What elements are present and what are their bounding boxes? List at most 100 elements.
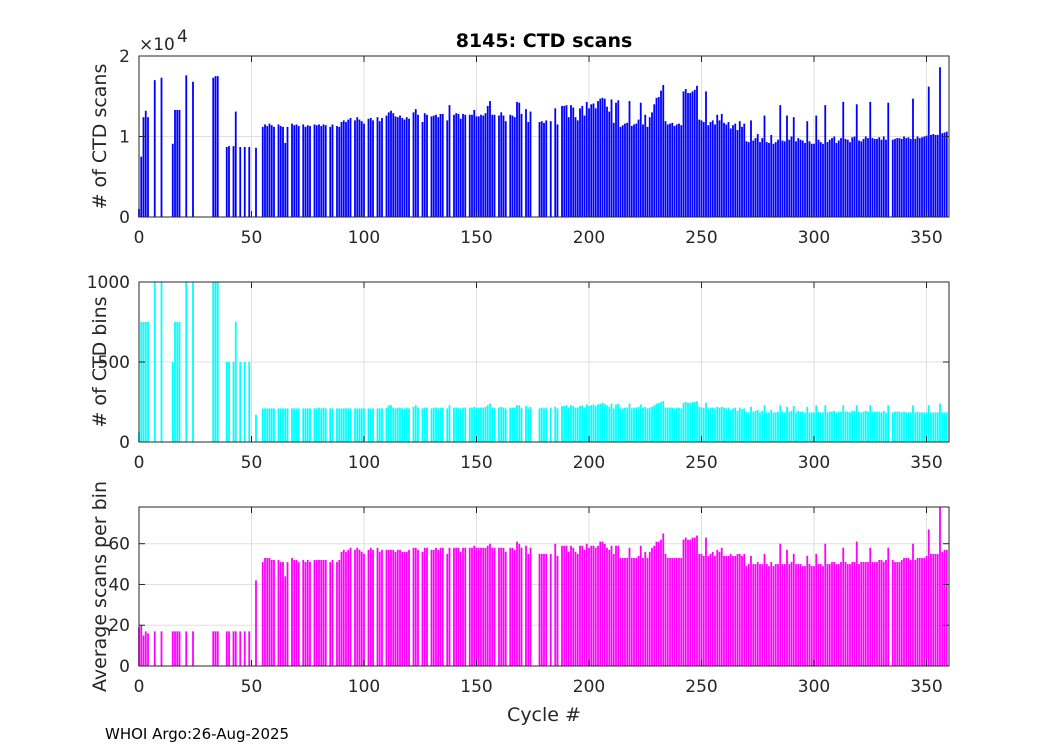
avg-bar <box>831 562 833 666</box>
avg-bar <box>171 631 174 666</box>
bins-bar <box>457 407 460 442</box>
avg-bar <box>898 562 901 666</box>
bins-xtick-label: 100 <box>348 453 380 473</box>
avg-bar <box>313 560 316 666</box>
bins-bar <box>574 407 577 442</box>
bins-bar <box>833 410 836 442</box>
avg-bar <box>538 553 541 666</box>
avg-bar <box>437 549 440 666</box>
scans-bar <box>808 141 811 217</box>
avg-bar <box>891 560 894 666</box>
scans-bar <box>871 138 874 217</box>
bins-bar <box>421 408 424 442</box>
avg-bar <box>527 553 530 666</box>
avg-bar <box>860 562 863 666</box>
bins-bar <box>934 412 937 442</box>
bins-bar <box>696 401 698 442</box>
scans-bar <box>376 117 379 217</box>
bins-bar <box>828 411 831 442</box>
avg-bar <box>340 551 343 666</box>
bins-bar <box>851 410 854 442</box>
scans-bar <box>594 108 597 217</box>
scans-bar <box>216 76 219 218</box>
scans-bar <box>435 114 437 217</box>
bins-bar <box>655 403 658 442</box>
bins-bar <box>273 408 275 442</box>
scans-bar <box>795 141 797 217</box>
scans-bar <box>941 133 944 217</box>
bins-bar <box>291 408 293 442</box>
scans-bar <box>615 102 617 217</box>
avg-bar <box>369 547 372 666</box>
bins-bar <box>914 412 917 442</box>
avg-bar <box>513 549 516 666</box>
avg-bar <box>792 553 795 666</box>
avg-bar <box>768 566 770 666</box>
bins-bar <box>446 408 449 442</box>
bins-bar <box>824 405 827 442</box>
avg-bar <box>367 549 370 666</box>
scans-bar <box>403 119 406 217</box>
avg-bar <box>943 549 946 666</box>
avg-bar <box>754 564 757 666</box>
bins-bar <box>282 408 284 442</box>
bins-bar <box>662 401 665 442</box>
exponent-label: ×10 <box>139 35 175 55</box>
avg-bar <box>599 541 602 666</box>
bins-xtick-label: 200 <box>573 453 605 473</box>
avg-bar <box>684 537 687 666</box>
avg-bar <box>432 549 435 666</box>
scans-bar <box>381 117 383 217</box>
scans-bar <box>441 113 444 217</box>
scans-bar <box>799 139 802 217</box>
bins-bar <box>639 404 642 442</box>
scans-bar <box>806 121 809 217</box>
bins-bar <box>295 408 298 442</box>
avg-bar <box>239 631 242 666</box>
avg-bar <box>448 547 451 666</box>
bins-bar <box>394 408 397 442</box>
avg-bar <box>797 564 800 666</box>
scans-bar <box>502 115 505 217</box>
bins-bar <box>781 411 784 442</box>
scans-bar <box>680 125 683 217</box>
avg-bar <box>777 564 779 666</box>
bins-bar <box>266 408 269 442</box>
scans-bar <box>711 120 714 217</box>
avg-bar <box>853 562 856 666</box>
scans-bar <box>783 141 786 217</box>
avg-bar <box>322 560 325 666</box>
bins-bar <box>709 407 712 442</box>
avg-bar <box>835 564 838 666</box>
avg-bar <box>500 547 503 666</box>
avg-bar <box>408 549 410 666</box>
scans-bar <box>574 117 577 217</box>
avg-bar <box>900 560 903 666</box>
bins-bar <box>354 408 356 442</box>
avg-bar <box>318 560 320 666</box>
avg-bar <box>349 547 352 666</box>
bins-bar <box>759 412 761 442</box>
bins-bar <box>358 408 361 442</box>
avg-xtick-label: 350 <box>910 677 942 697</box>
bins-bar <box>464 407 467 442</box>
bins-bar <box>898 411 901 442</box>
avg-bar <box>279 562 282 666</box>
scans-bar <box>340 122 343 217</box>
bins-bar <box>869 405 872 442</box>
bins-bar <box>516 405 518 442</box>
bins-bar <box>810 412 813 442</box>
avg-bar <box>576 553 579 666</box>
avg-bar <box>788 564 791 666</box>
avg-bar <box>639 545 642 666</box>
avg-bar <box>736 553 739 666</box>
avg-bar <box>844 562 847 666</box>
bins-bar <box>140 322 143 442</box>
scans-bar <box>826 142 829 217</box>
scans-bar <box>324 125 327 217</box>
bins-bar <box>871 411 874 442</box>
bins-bar <box>468 407 471 442</box>
avg-bar <box>579 545 581 666</box>
bins-bar <box>556 408 559 442</box>
avg-bar <box>808 564 811 666</box>
